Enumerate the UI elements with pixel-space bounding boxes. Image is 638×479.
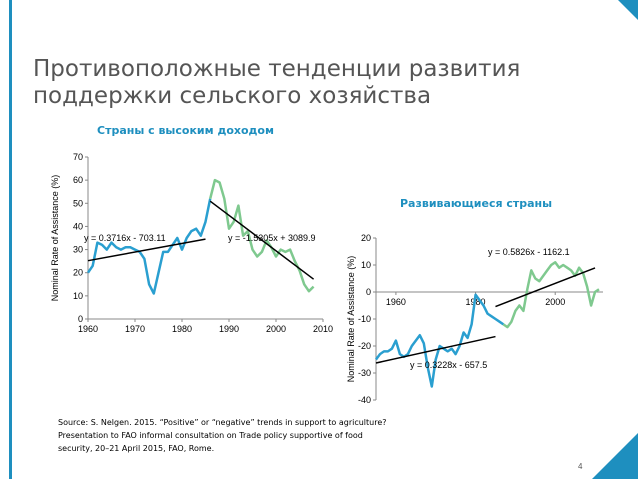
y-tick-label: 0 bbox=[78, 314, 83, 324]
trendline-1 bbox=[87, 238, 206, 262]
series-line-1 bbox=[374, 293, 505, 388]
trendline-label: y = 0.3716x - 703.11 bbox=[84, 233, 166, 243]
trendline-2 bbox=[209, 200, 315, 280]
y-tick-label: 60 bbox=[73, 175, 83, 185]
y-tick-label: 0 bbox=[366, 287, 371, 297]
x-tick-label: 1980 bbox=[172, 324, 192, 334]
y-tick-label: -30 bbox=[358, 368, 371, 378]
y-tick-label: 40 bbox=[73, 221, 83, 231]
trendline-label: y = 0.5826x - 1162.1 bbox=[488, 247, 570, 257]
trendline-1 bbox=[375, 335, 496, 364]
y-axis-label: Nominal Rate of Assistance (%) bbox=[50, 175, 60, 302]
series-line-1 bbox=[86, 198, 212, 295]
trendline-label: y = 0.3228x - 657.5 bbox=[410, 360, 487, 370]
y-tick-label: -20 bbox=[358, 341, 371, 351]
trendline-label: y = -1.5305x + 3089.9 bbox=[228, 233, 316, 243]
x-tick-label: 2010 bbox=[313, 324, 333, 334]
x-tick-label: 2000 bbox=[266, 324, 286, 334]
chart-high-income: 0 10 20 30 40 50 60 70 1960 1970 1980 1990 2000 2010 N… bbox=[50, 152, 333, 334]
y-tick-label: 70 bbox=[73, 152, 83, 162]
x-tick-label: 2000 bbox=[545, 297, 565, 307]
y-tick-label: -10 bbox=[358, 314, 371, 324]
chart1-title: Страны с высоким доходом bbox=[97, 124, 274, 137]
source-line: security, 20–21 April 2015, FAO, Rome. bbox=[58, 444, 215, 453]
y-tick-label: 20 bbox=[73, 268, 83, 278]
chart2-title: Развивающиеся страны bbox=[400, 197, 553, 210]
corner-decoration-top bbox=[618, 0, 638, 20]
y-tick-label: 20 bbox=[361, 233, 371, 243]
y-tick-label: 10 bbox=[73, 291, 83, 301]
source-line: Source: S. Nelgen. 2015. “Positive” or “… bbox=[58, 418, 387, 427]
x-tick-label: 1960 bbox=[386, 297, 406, 307]
y-tick-label: -40 bbox=[358, 395, 371, 405]
y-tick-label: 30 bbox=[73, 245, 83, 255]
y-tick-label: 50 bbox=[73, 198, 83, 208]
y-tick-label: 10 bbox=[361, 260, 371, 270]
source-line: Presentation to FAO informal consultatio… bbox=[58, 431, 363, 440]
slide-title: Противоположные тенденции развития подде… bbox=[33, 56, 521, 109]
y-axis-label: Nominal Rate of Assistance (%) bbox=[346, 256, 356, 383]
x-tick-label: 1990 bbox=[219, 324, 239, 334]
x-tick-label: 1970 bbox=[125, 324, 145, 334]
corner-decoration-bottom bbox=[592, 433, 638, 479]
accent-bar bbox=[9, 0, 12, 479]
x-tick-label: 1960 bbox=[78, 324, 98, 334]
page-number: 4 bbox=[578, 462, 583, 471]
trendline-2 bbox=[495, 267, 596, 308]
source-note: Source: S. Nelgen. 2015. “Positive” or “… bbox=[58, 416, 478, 455]
series-line-2 bbox=[208, 178, 315, 293]
